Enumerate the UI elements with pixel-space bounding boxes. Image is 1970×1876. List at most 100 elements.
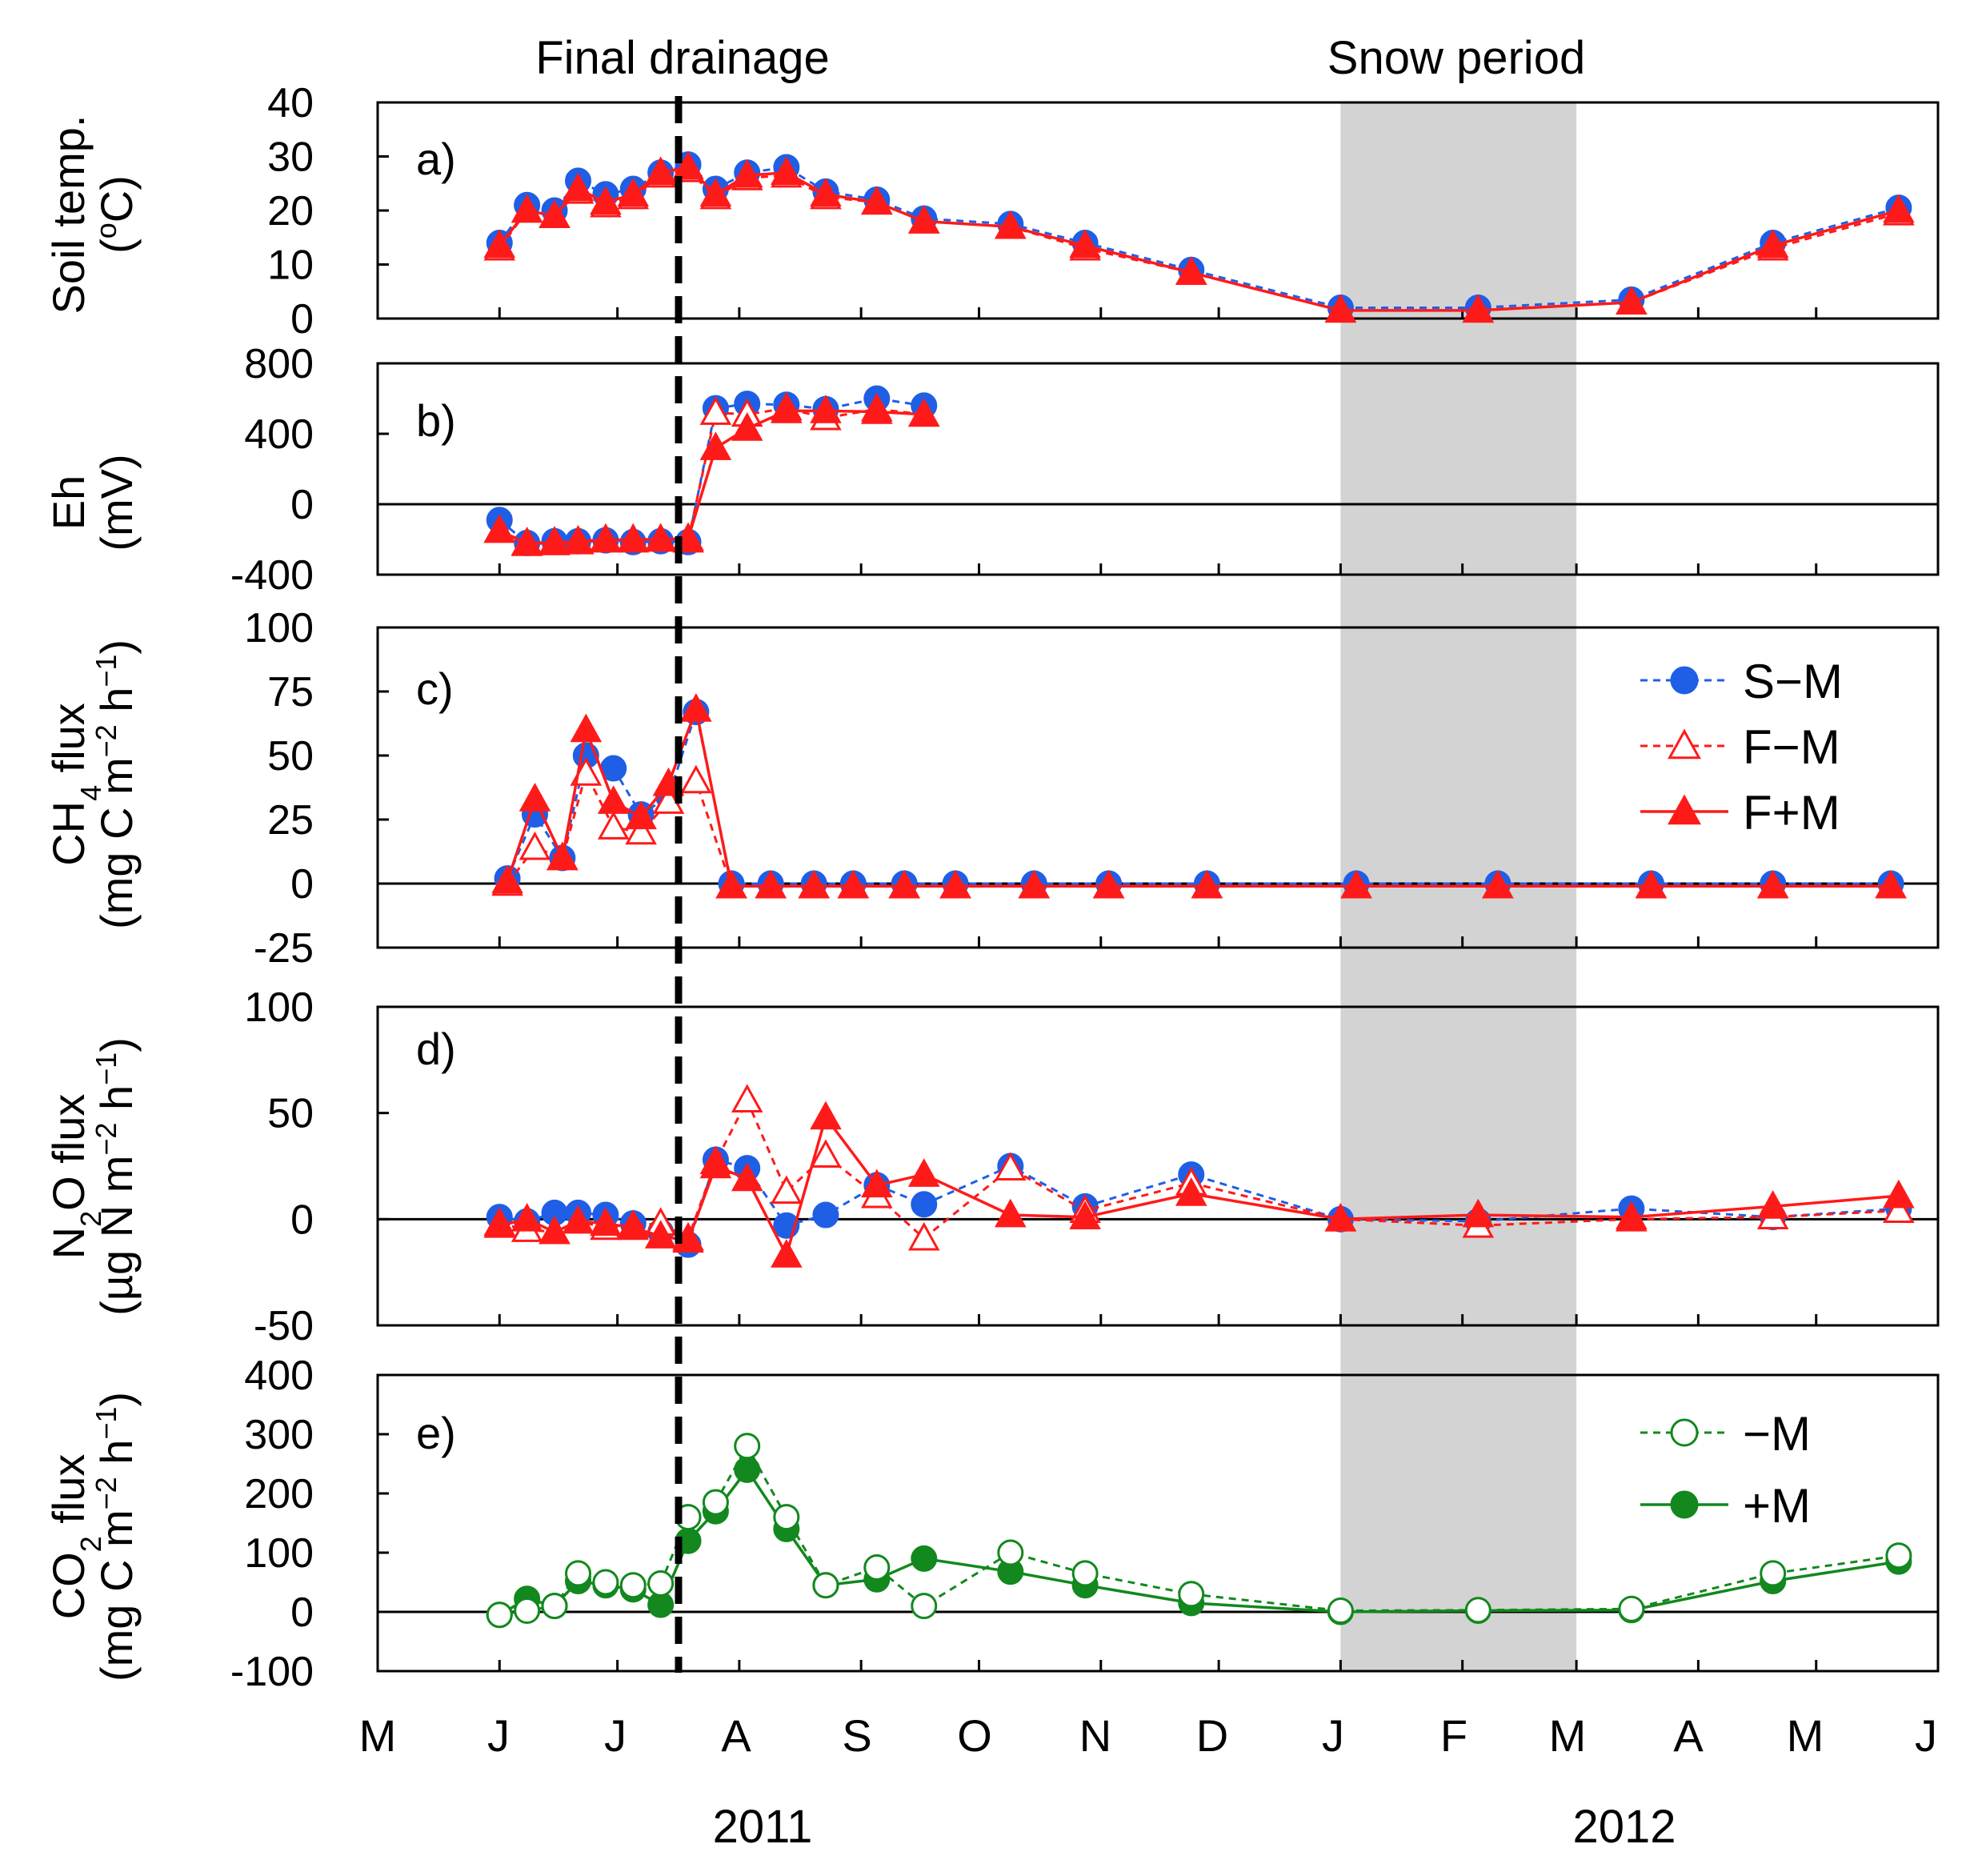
data-point-2-2-1 bbox=[519, 783, 551, 812]
data-point-4-0-2 bbox=[541, 1593, 568, 1620]
data-point-1-2-1 bbox=[511, 527, 543, 556]
snow-period-label: Snow period bbox=[1327, 32, 1585, 84]
data-point-3-2-21 bbox=[1883, 1179, 1915, 1209]
ylabel-b: Eh (mV) bbox=[43, 454, 142, 551]
panel-frame-4 bbox=[376, 1373, 1940, 1673]
panel-frame-2 bbox=[376, 626, 1940, 949]
month-label-4: S bbox=[842, 1710, 871, 1761]
ylabel-a: Soil temp. (oC) bbox=[43, 115, 142, 315]
data-point-0-2-13 bbox=[907, 205, 940, 234]
data-point-3-2-15 bbox=[1069, 1201, 1101, 1229]
ylabel-e-line2: (mg C m−2 h−1) bbox=[90, 1392, 142, 1682]
panel-frame-1 bbox=[376, 362, 1940, 576]
data-point-0-2-8 bbox=[699, 178, 732, 207]
data-point-2-2-16 bbox=[1191, 869, 1223, 899]
data-point-2-2-0 bbox=[491, 864, 523, 894]
data-point-3-2-14 bbox=[995, 1198, 1027, 1228]
data-point-2-2-15 bbox=[1092, 869, 1125, 899]
series-line-0-2 bbox=[498, 166, 1900, 312]
data-point-4-0-18 bbox=[1464, 1597, 1492, 1624]
y-tick-label-0-3: 10 bbox=[267, 243, 314, 289]
data-point-2-2-12 bbox=[888, 869, 920, 899]
series-line-3-2 bbox=[499, 1114, 1900, 1260]
y-tick-label-0-4: 0 bbox=[290, 296, 314, 343]
data-point-0-2-16 bbox=[1175, 256, 1207, 285]
ylabel-b-line1: Eh bbox=[43, 475, 94, 531]
panel-label-e: e) bbox=[416, 1408, 456, 1458]
data-point-2-1-1 bbox=[519, 831, 551, 860]
panel-label-b: b) bbox=[416, 395, 456, 446]
data-point-3-1-9 bbox=[731, 1084, 763, 1113]
data-point-4-0-10 bbox=[773, 1504, 800, 1531]
ylabel-a-line2: (oC) bbox=[90, 175, 142, 254]
y-tick-label-4-4: 0 bbox=[290, 1589, 314, 1636]
data-point-0-2-5 bbox=[617, 178, 650, 207]
data-point-1-2-9 bbox=[731, 412, 763, 441]
month-label-13: J bbox=[1915, 1710, 1937, 1761]
ylabel-e: CO2 flux (mg C m−2 h−1) bbox=[43, 1392, 142, 1682]
data-point-0-2-2 bbox=[539, 199, 571, 229]
ylabel-d: N2O flux (µg N m−2 h−1) bbox=[43, 1037, 142, 1316]
y-tick-label-3-3: -50 bbox=[254, 1303, 314, 1349]
y-tick-label-2-1: 75 bbox=[267, 669, 314, 716]
data-point-0-2-17 bbox=[1324, 294, 1357, 323]
data-point-3-2-13 bbox=[907, 1158, 940, 1187]
legend-sm-marker bbox=[1670, 666, 1699, 695]
y-tick-label-2-2: 50 bbox=[267, 733, 314, 780]
data-point-0-2-12 bbox=[861, 186, 893, 215]
data-point-3-0-13 bbox=[911, 1191, 938, 1218]
data-point-2-2-14 bbox=[1018, 869, 1051, 899]
data-point-1-2-2 bbox=[539, 527, 571, 555]
y-tick-label-2-5: -25 bbox=[254, 925, 314, 972]
legend-plus-m-text: +M bbox=[1743, 1479, 1811, 1533]
data-point-3-2-18 bbox=[1462, 1198, 1495, 1228]
ylabel-b-line2: (mV) bbox=[91, 454, 142, 551]
data-point-3-2-16 bbox=[1175, 1177, 1207, 1206]
data-point-3-1-14 bbox=[995, 1152, 1027, 1181]
y-tick-label-4-0: 400 bbox=[244, 1353, 314, 1399]
legend-fpm-text: F+M bbox=[1743, 786, 1840, 840]
data-point-4-0-15 bbox=[1071, 1560, 1099, 1587]
data-point-4-0-4 bbox=[592, 1569, 619, 1596]
series-line-2-0 bbox=[506, 707, 1892, 885]
data-point-0-2-7 bbox=[672, 150, 704, 180]
data-point-0-2-6 bbox=[644, 156, 677, 186]
data-point-4-0-16 bbox=[1178, 1581, 1205, 1608]
data-point-1-2-8 bbox=[699, 431, 732, 460]
data-point-2-2-9 bbox=[755, 869, 787, 899]
data-point-4-0-13 bbox=[911, 1593, 938, 1620]
data-point-0-2-18 bbox=[1462, 294, 1495, 323]
y-tick-label-1-1: 400 bbox=[244, 411, 314, 458]
data-point-0-2-15 bbox=[1069, 229, 1101, 259]
data-point-2-1-5 bbox=[625, 816, 657, 845]
y-tick-label-0-2: 20 bbox=[267, 188, 314, 234]
month-label-9: F bbox=[1440, 1710, 1467, 1761]
data-point-0-2-11 bbox=[810, 178, 842, 207]
data-point-2-1-7 bbox=[680, 764, 712, 794]
y-tick-label-0-1: 30 bbox=[267, 134, 314, 181]
data-point-1-2-4 bbox=[590, 523, 622, 553]
data-point-4-0-3 bbox=[565, 1560, 592, 1587]
y-tick-label-1-0: 800 bbox=[244, 341, 314, 387]
data-point-2-2-7 bbox=[680, 693, 712, 722]
data-point-2-2-2 bbox=[547, 841, 579, 871]
month-label-7: D bbox=[1196, 1710, 1228, 1761]
year-label-2012: 2012 bbox=[1572, 1801, 1676, 1853]
year-label-2011: 2011 bbox=[713, 1801, 813, 1853]
legend-fm-marker bbox=[1668, 728, 1701, 760]
data-point-4-0-17 bbox=[1327, 1597, 1354, 1625]
data-point-0-2-20 bbox=[1756, 229, 1789, 259]
data-point-2-2-13 bbox=[939, 869, 971, 899]
data-point-3-2-0 bbox=[483, 1209, 516, 1238]
y-tick-label-1-3: -400 bbox=[230, 552, 314, 599]
data-point-3-2-17 bbox=[1324, 1202, 1357, 1232]
data-point-3-2-12 bbox=[861, 1168, 893, 1198]
legend-fpm-marker bbox=[1668, 794, 1701, 825]
data-point-3-2-19 bbox=[1616, 1201, 1648, 1229]
series-line-2-2 bbox=[506, 704, 1892, 888]
y-tick-label-3-1: 50 bbox=[267, 1091, 314, 1137]
legend-minus-m-text: −M bbox=[1743, 1407, 1811, 1461]
panel-label-a: a) bbox=[416, 134, 456, 184]
